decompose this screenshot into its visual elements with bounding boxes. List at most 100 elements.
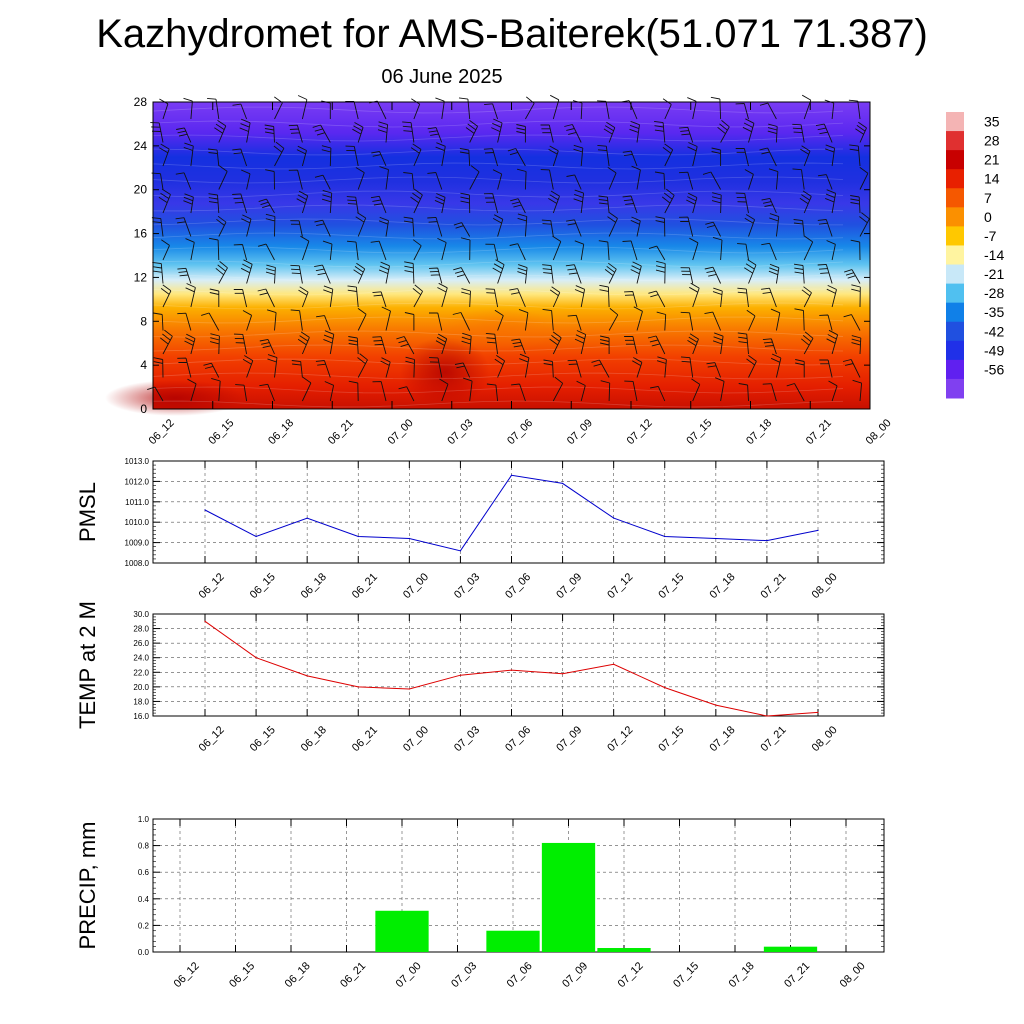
- wind-barb: [567, 359, 582, 378]
- wind-barb: [656, 356, 667, 378]
- colorbar-label: 35: [984, 114, 1000, 130]
- wind-barb: [257, 288, 275, 308]
- precip-y-tick-label: 0.2: [138, 921, 150, 930]
- pmsl-x-tick-label: 06_21: [350, 571, 380, 601]
- wind-barb: [379, 166, 389, 190]
- wind-barb: [378, 261, 390, 284]
- wind-barb: [549, 331, 562, 355]
- colorbar-label: 0: [984, 209, 992, 225]
- wind-barb: [711, 147, 722, 166]
- precip-x-tick-label: 06_18: [283, 960, 313, 990]
- wind-barb: [680, 356, 694, 378]
- wind-barb: [737, 243, 749, 261]
- y-tick-label: 4: [140, 358, 147, 372]
- wind-barb: [761, 197, 777, 214]
- temp-x-tick-label: 07_09: [554, 724, 584, 754]
- wind-barb: [704, 311, 722, 331]
- wind-barb: [629, 120, 640, 143]
- wind-barb: [411, 98, 421, 120]
- temp-x-tick-label: 06_15: [248, 724, 278, 754]
- wind-barb: [744, 259, 757, 284]
- pmsl-point: [613, 517, 615, 519]
- colorbar-segment: [946, 264, 964, 285]
- colorbar-segment: [946, 302, 964, 323]
- wind-barb: [679, 216, 694, 237]
- wind-barb: [175, 172, 192, 190]
- wind-barb: [290, 309, 303, 331]
- colorbar-label: -42: [984, 323, 1004, 339]
- x-tick-label: 06_12: [147, 417, 177, 447]
- wind-barb: [689, 282, 700, 308]
- wind-barb: [825, 189, 837, 214]
- wind-barb: [706, 362, 722, 378]
- wind-barb: [843, 314, 861, 331]
- wind-barb: [608, 308, 619, 331]
- wind-barb: [819, 359, 833, 378]
- wind-barb: [259, 383, 275, 402]
- wind-barb: [573, 189, 585, 214]
- wind-barb: [715, 377, 725, 402]
- temp-y-tick-label: 22.0: [133, 668, 149, 677]
- wind-barb: [633, 306, 643, 331]
- heatmap-contour: [152, 106, 844, 114]
- wind-barb: [175, 217, 192, 237]
- wind-barb: [517, 264, 528, 284]
- wind-barb: [265, 264, 276, 284]
- wind-barb: [153, 312, 164, 331]
- heatmap-contour: [152, 316, 844, 324]
- temp-point: [715, 704, 717, 706]
- wind-barb: [345, 145, 359, 167]
- colorbar-segment: [946, 321, 964, 342]
- wind-barb: [459, 148, 471, 167]
- wind-barb: [855, 121, 867, 143]
- wind-barb: [435, 142, 446, 167]
- wind-barb: [549, 286, 561, 308]
- wind-barb: [689, 237, 699, 261]
- wind-barb: [604, 262, 617, 284]
- wind-barb: [257, 243, 275, 261]
- wind-barb: [607, 167, 617, 190]
- wind-barb: [232, 148, 248, 167]
- wind-barb: [233, 333, 248, 355]
- wind-barb: [597, 144, 610, 167]
- wind-barb: [176, 127, 192, 143]
- wind-barb: [712, 236, 723, 261]
- wind-barb: [686, 192, 698, 214]
- temp-x-tick-label: 07_06: [503, 724, 533, 754]
- wind-barb: [314, 219, 331, 237]
- wind-barb: [510, 198, 526, 214]
- wind-barb: [232, 193, 248, 214]
- wind-barb: [761, 287, 777, 308]
- wind-barb: [687, 97, 697, 120]
- wind-barb: [372, 336, 387, 355]
- pmsl-point: [766, 539, 768, 542]
- wind-barb: [744, 214, 756, 237]
- pmsl-point: [664, 535, 666, 538]
- temp-point: [817, 711, 819, 713]
- temp-point: [664, 686, 666, 689]
- wind-barb: [591, 359, 610, 378]
- wind-barb: [301, 376, 312, 402]
- wind-barb: [492, 259, 505, 284]
- wind-barb: [600, 335, 610, 354]
- wind-barb: [759, 147, 777, 167]
- wind-barb: [177, 357, 192, 378]
- wind-barb: [381, 306, 391, 331]
- wind-barb: [511, 338, 526, 355]
- wind-barb: [826, 284, 837, 308]
- x-tick-label: 06_21: [326, 417, 356, 447]
- wind-barb: [817, 219, 833, 237]
- wind-barb: [859, 167, 869, 190]
- pmsl-x-tick-label: 07_03: [452, 571, 482, 601]
- wind-barb: [507, 148, 526, 167]
- wind-barb: [347, 285, 359, 308]
- wind-barb: [185, 283, 196, 308]
- wind-barb: [552, 235, 562, 261]
- wind-barb: [355, 167, 365, 190]
- wind-barb: [597, 100, 610, 120]
- wind-barb: [735, 192, 749, 214]
- wind-barb: [574, 240, 585, 261]
- wind-barb: [735, 148, 749, 167]
- wind-barb: [404, 261, 415, 284]
- wind-barb: [656, 311, 667, 331]
